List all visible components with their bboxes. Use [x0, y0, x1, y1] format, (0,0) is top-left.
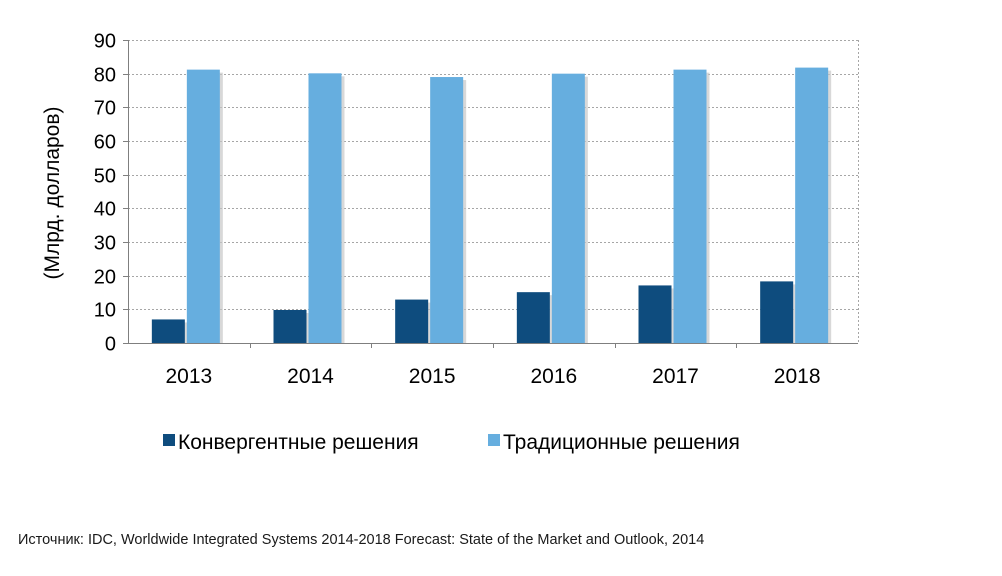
x-tick-label: 2017	[652, 365, 699, 388]
x-tick-label: 2014	[287, 365, 334, 388]
bar-convergent-2014	[273, 310, 307, 343]
x-tick-label: 2015	[409, 365, 456, 388]
legend-swatch-convergent	[163, 434, 175, 446]
bar-convergent-2015	[395, 299, 429, 343]
y-tick-label: 60	[94, 132, 116, 154]
gridlines	[128, 40, 859, 343]
y-axis-title: (Млрд. долларов)	[41, 106, 64, 279]
y-tick-label: 40	[94, 199, 116, 221]
y-tick-label: 20	[94, 267, 116, 289]
y-tick-label: 90	[94, 31, 116, 53]
bar-traditional-2016	[551, 73, 585, 344]
bar-traditional-2018	[795, 67, 829, 344]
source-note: Источник: IDC, Worldwide Integrated Syst…	[18, 532, 705, 548]
legend: Конвергентные решения Традиционные решени…	[163, 431, 740, 454]
bar-traditional-2017	[673, 69, 707, 344]
bar-traditional-2013	[186, 69, 220, 344]
y-tick-label: 70	[94, 98, 116, 120]
axes	[123, 40, 858, 348]
bar-convergent-2017	[638, 285, 672, 343]
x-tick-label: 2016	[530, 365, 577, 388]
legend-swatch-traditional	[488, 434, 500, 446]
bar-convergent-2016	[516, 292, 550, 343]
y-tick-label: 30	[94, 233, 116, 255]
bar-traditional-2014	[308, 73, 342, 343]
legend-label-convergent: Конвергентные решения	[178, 431, 419, 454]
bar-convergent-2013	[151, 319, 185, 343]
bars	[151, 67, 832, 344]
bar-convergent-2018	[760, 281, 794, 343]
bar-traditional-2015	[430, 77, 464, 344]
y-tick-label: 50	[94, 166, 116, 188]
y-tick-label: 10	[94, 300, 116, 322]
y-tick-label: 0	[105, 334, 116, 356]
axis-labels: 0 10 20 30 40 50 60 70 80 90 2013 2014 2015 2016 2017 2…	[94, 31, 821, 389]
y-tick-label: 80	[94, 65, 116, 87]
x-tick-label: 2018	[774, 365, 821, 388]
legend-label-traditional: Традиционные решения	[503, 431, 740, 454]
x-tick-label: 2013	[165, 365, 212, 388]
